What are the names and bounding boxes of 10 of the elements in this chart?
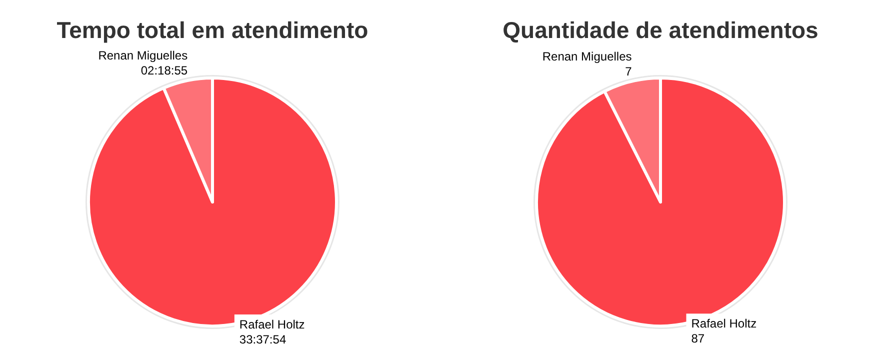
chart-title: Tempo total em atendimento	[56, 17, 368, 43]
slice-label: Rafael Holtz	[691, 316, 757, 331]
slice-label: Rafael Holtz	[239, 317, 305, 332]
slice-label: Renan Miguelles	[542, 49, 632, 64]
slice-label: Renan Miguelles	[98, 48, 188, 63]
chart-title: Quantidade de atendimentos	[502, 17, 818, 43]
data-label: 7	[625, 64, 632, 78]
data-label: 87	[691, 332, 705, 346]
data-label: 02:18:55	[140, 64, 188, 78]
data-label: 33:37:54	[239, 332, 286, 346]
